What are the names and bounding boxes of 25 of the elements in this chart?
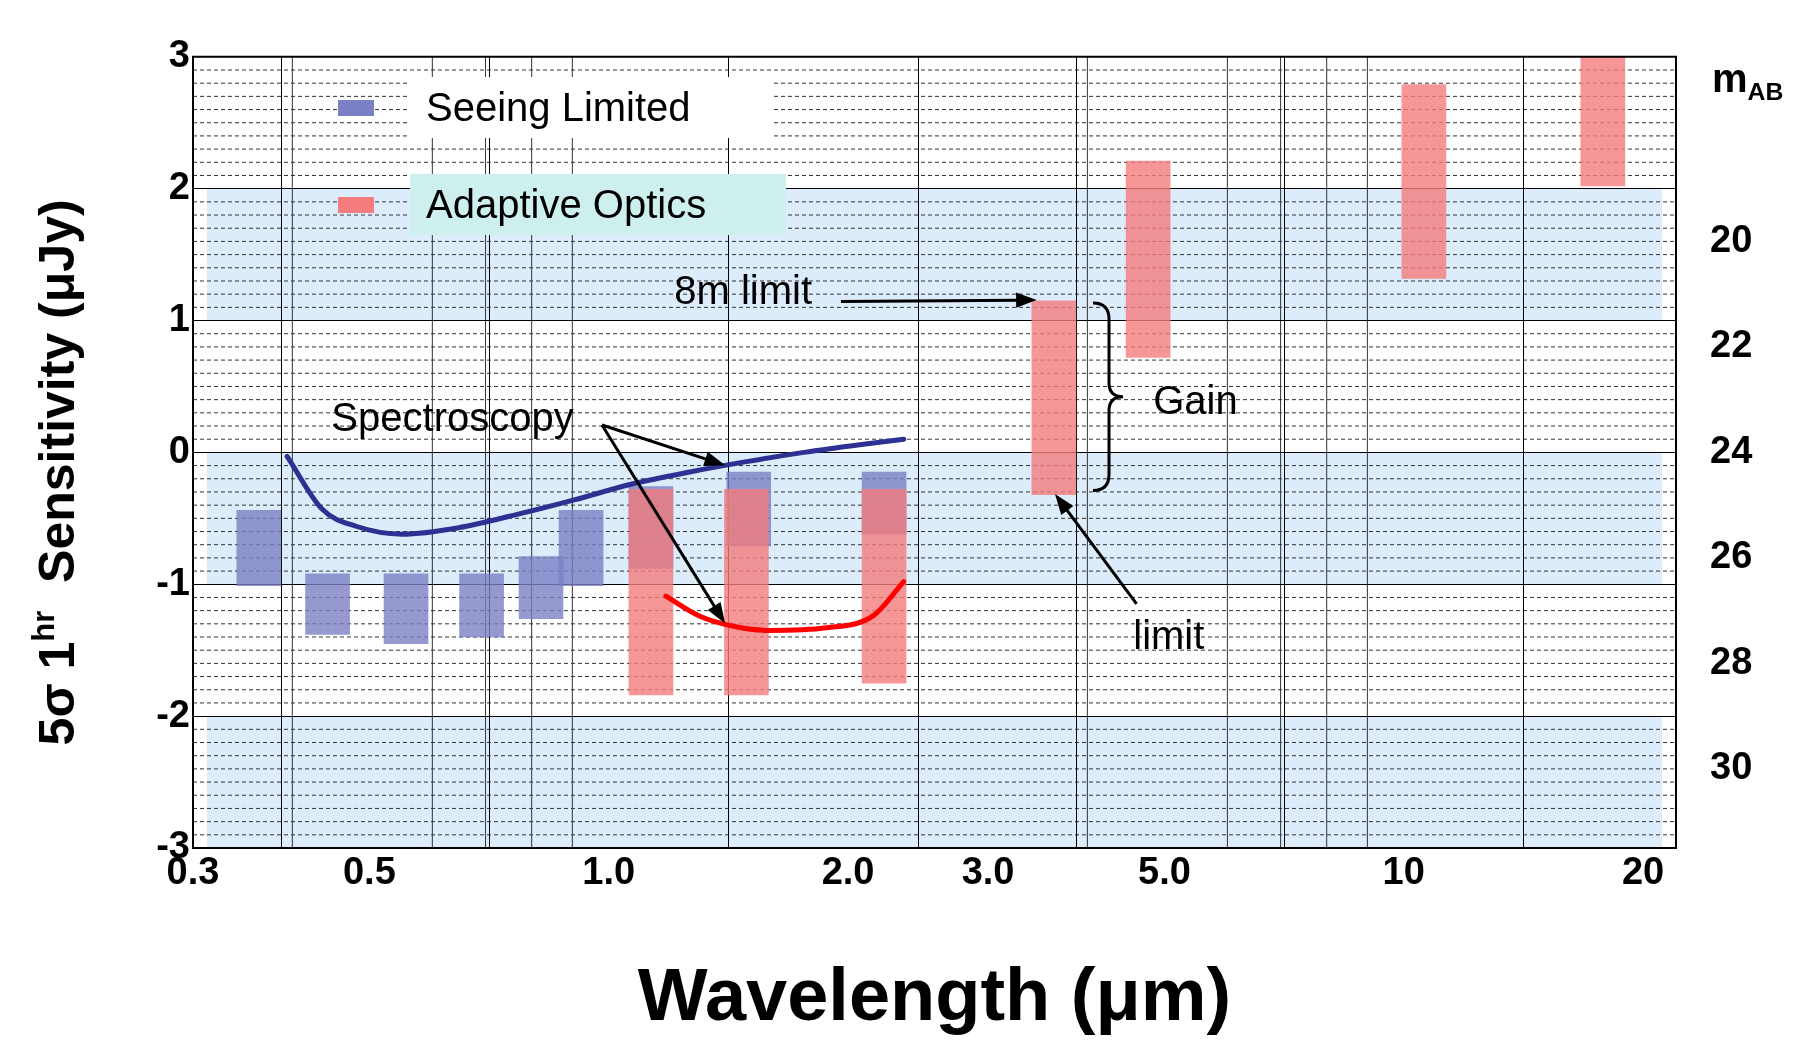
x-axis-title: Wavelength (μm) xyxy=(637,953,1232,1037)
x-tick-label: 0.5 xyxy=(342,850,396,893)
y-tick-label: 3 xyxy=(168,33,190,76)
y2-tick-label: 22 xyxy=(1710,323,1753,366)
x-tick-label: 20 xyxy=(1621,850,1665,893)
annotation: limit xyxy=(1133,613,1205,658)
y-tick-label: 2 xyxy=(168,165,190,208)
legend-label: Seeing Limited xyxy=(410,77,771,138)
x-tick-label: 3.0 xyxy=(961,850,1015,893)
x-tick-label: 10 xyxy=(1382,850,1425,893)
y2-tick-label: 20 xyxy=(1710,217,1753,260)
annotation: 8m limit xyxy=(674,267,813,312)
y-tick-label: 1 xyxy=(168,297,190,340)
y-axis-title: 5σ 1hr Sensitivity (μJy) xyxy=(25,199,85,746)
y2-tick-label: 24 xyxy=(1710,428,1753,471)
y2-tick-label: 26 xyxy=(1710,534,1753,577)
x-tick-label: 5.0 xyxy=(1138,850,1191,893)
legend-label: Adaptive Optics xyxy=(410,174,787,235)
y-tick-label: 0 xyxy=(168,428,190,471)
y2-tick-label: 30 xyxy=(1710,745,1753,788)
y2-tick-label: 28 xyxy=(1710,639,1753,682)
y-tick-label: -1 xyxy=(156,560,190,603)
x-tick-label: 1.0 xyxy=(582,850,636,893)
x-tick-label: 2.0 xyxy=(821,850,875,893)
y-tick-label: -2 xyxy=(156,692,190,735)
